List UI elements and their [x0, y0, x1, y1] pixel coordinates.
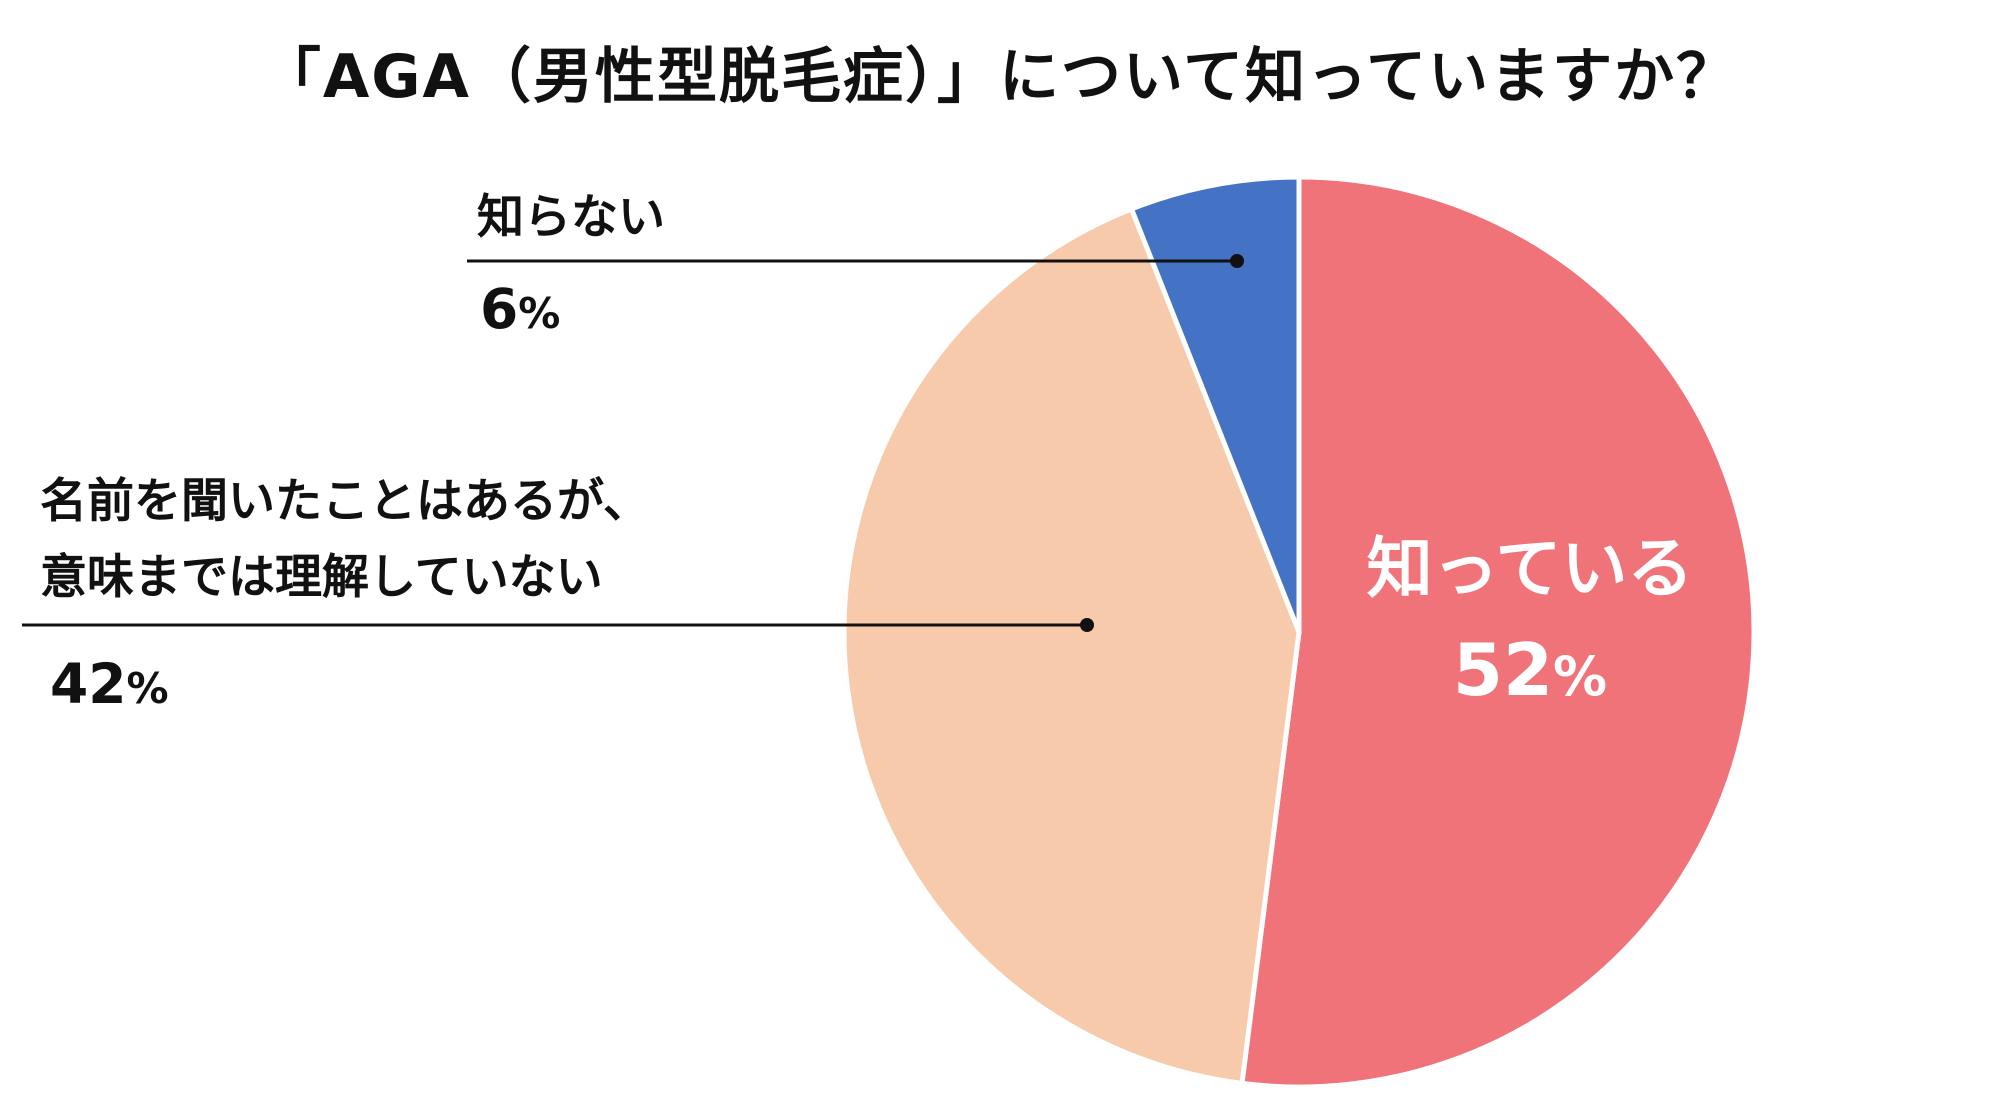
pie-slice-know	[1239, 174, 1757, 1090]
percent-sign: %	[518, 289, 561, 338]
slice-value-number: 6	[480, 277, 519, 341]
leader-dot-unknown	[1230, 254, 1244, 268]
percent-sign: %	[1553, 645, 1608, 708]
slice-value-know: 52%	[1340, 628, 1720, 712]
slice-label-unknown: 知らない	[477, 190, 665, 245]
slice-label-heard-line2: 意味までは理解していない	[40, 550, 603, 605]
slice-value-heard: 42%	[50, 652, 169, 716]
slice-label-heard-line1: 名前を聞いたことはあるが、	[40, 474, 651, 529]
slice-value-number: 52	[1452, 628, 1554, 712]
pie-slice-unknown	[1129, 174, 1302, 635]
slice-label-know: 知っている	[1366, 530, 1694, 607]
slice-value-unknown: 6%	[480, 277, 560, 341]
slice-value-number: 42	[50, 652, 127, 716]
chart-title: 「AGA（男性型脱毛症）」について知っていますか？	[260, 42, 1739, 112]
percent-sign: %	[126, 664, 169, 713]
leader-dot-heard	[1080, 618, 1094, 632]
pie-slice-heard	[841, 206, 1302, 1086]
